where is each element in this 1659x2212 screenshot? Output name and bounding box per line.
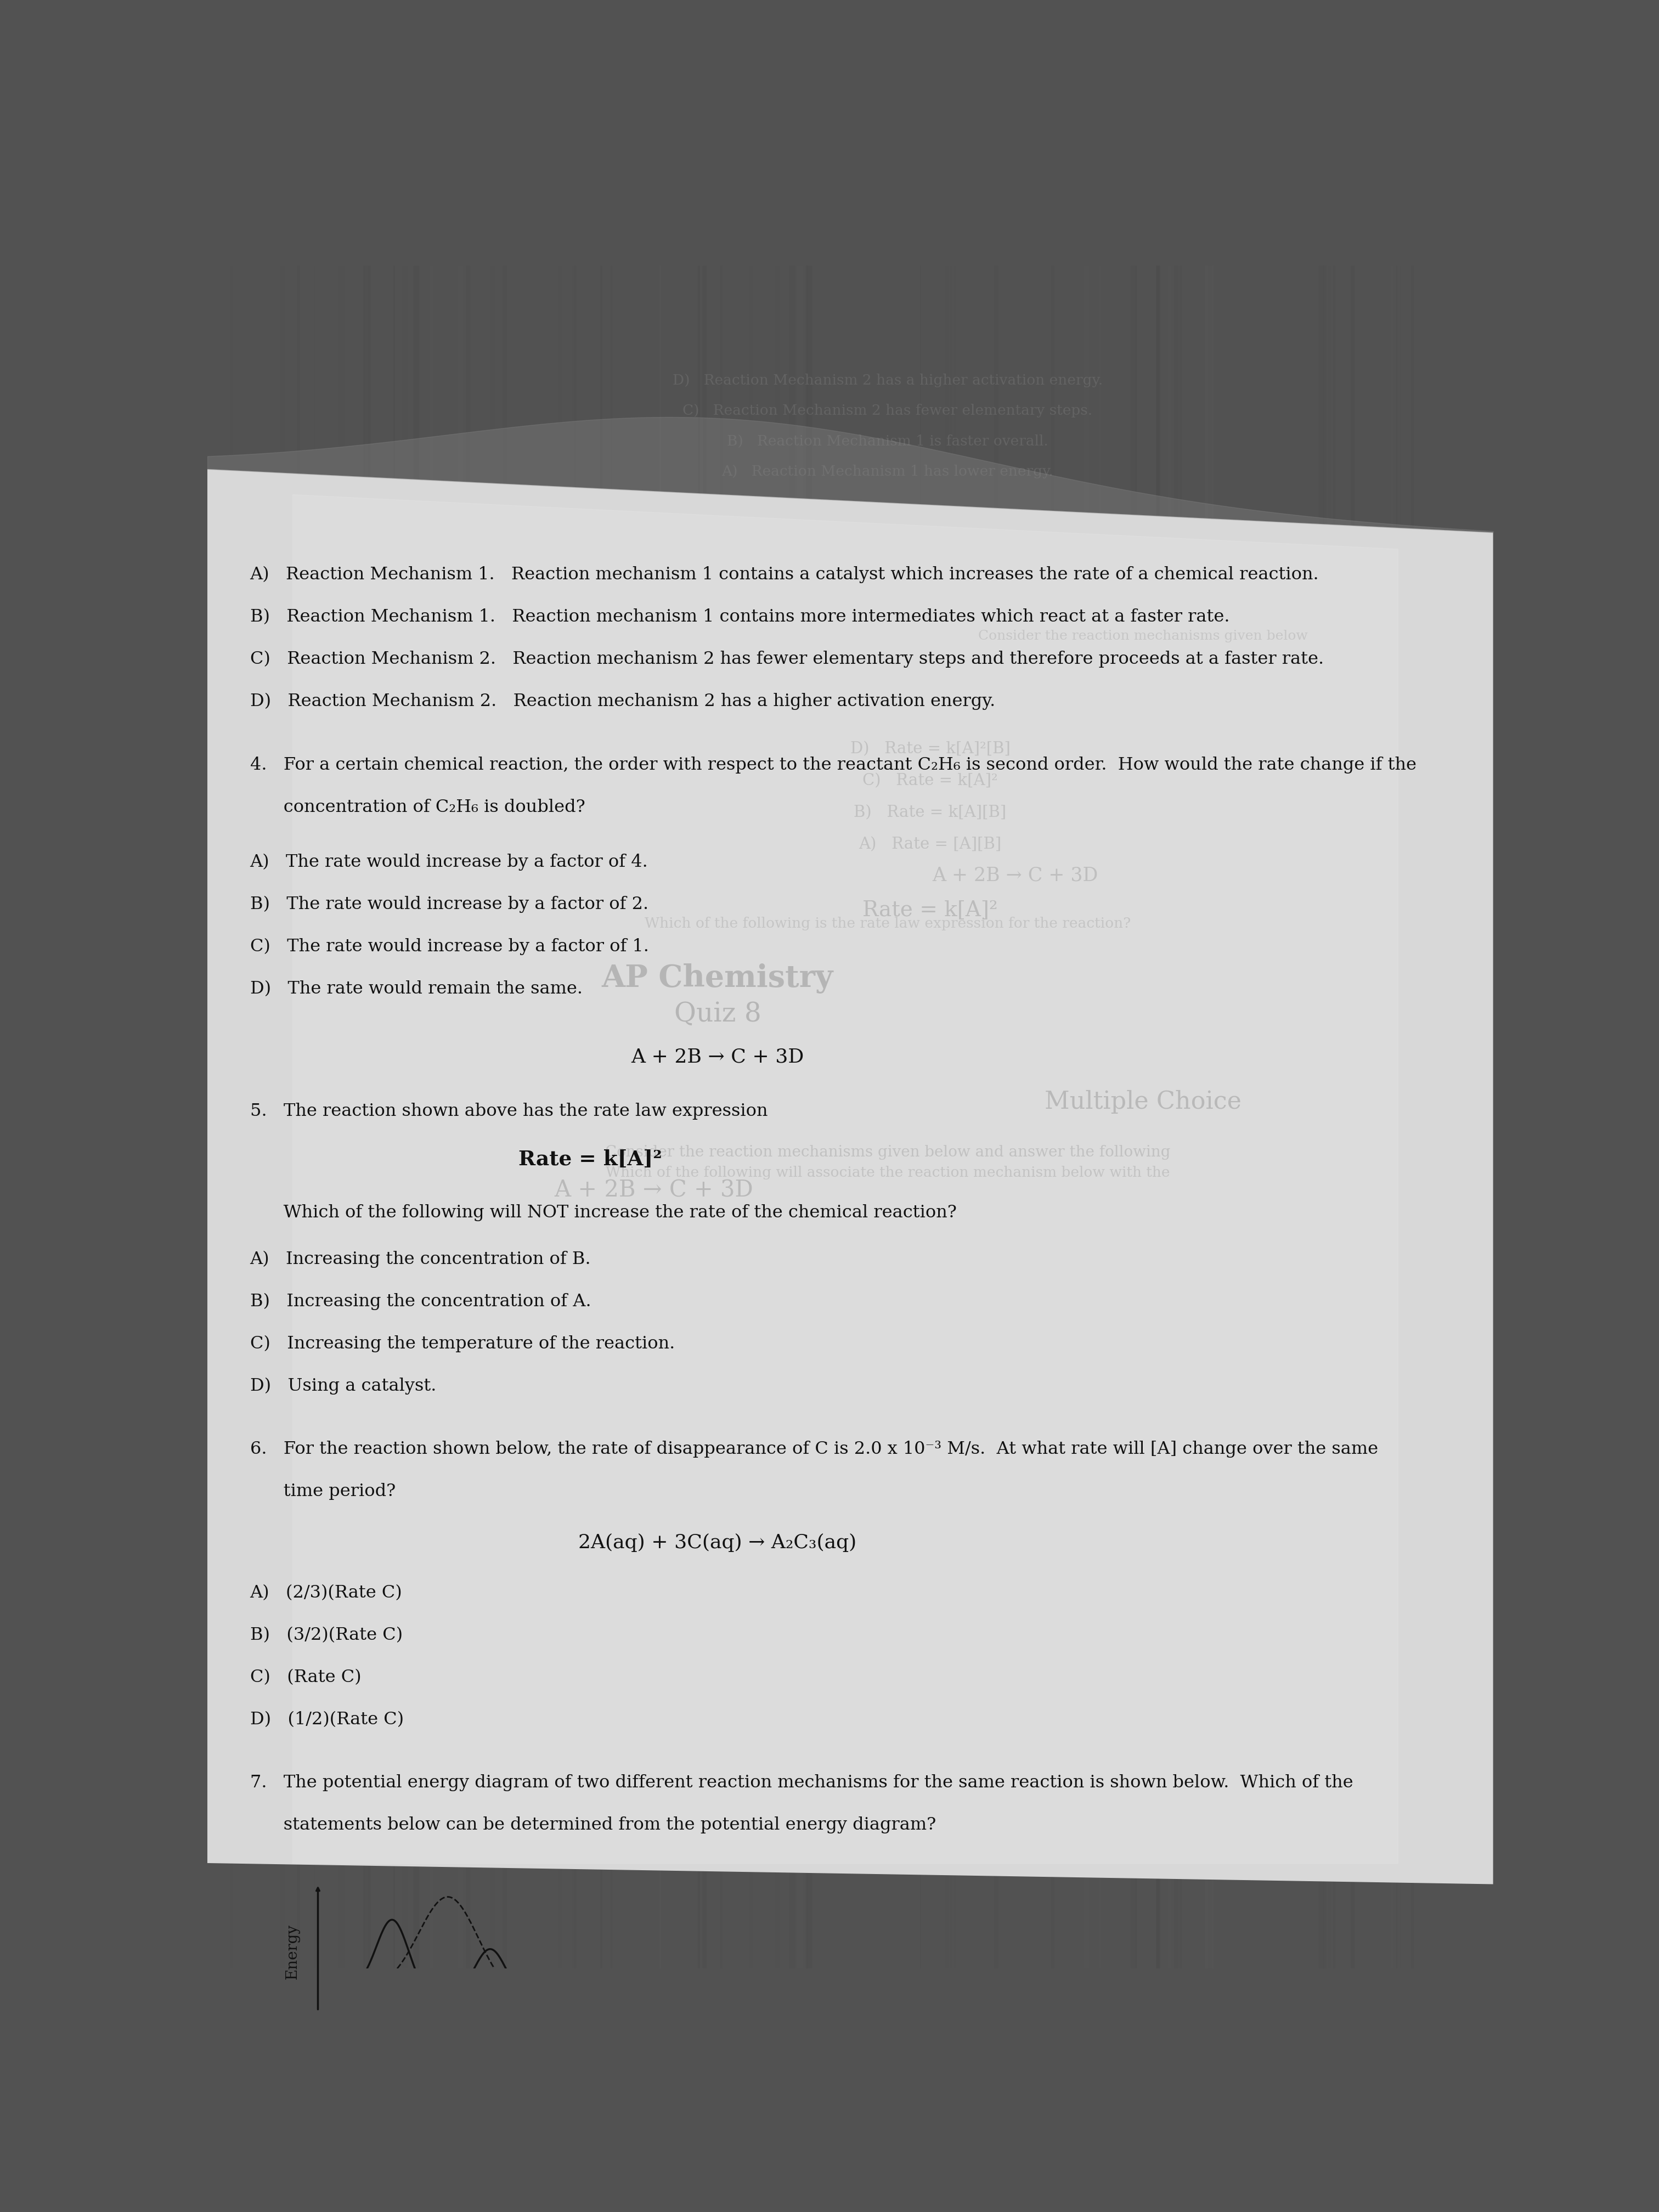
Text: D)   (1/2)(Rate C): D) (1/2)(Rate C)	[251, 1712, 403, 1728]
Text: C)   Increasing the temperature of the reaction.: C) Increasing the temperature of the rea…	[251, 1336, 675, 1352]
Text: D)   Reaction Mechanism 2.   Reaction mechanism 2 has a higher activation energy: D) Reaction Mechanism 2. Reaction mechan…	[251, 692, 995, 710]
Text: A)   Reaction Mechanism 1.   Reaction mechanism 1 contains a catalyst which incr: A) Reaction Mechanism 1. Reaction mechan…	[251, 566, 1319, 584]
Text: 4.   For a certain chemical reaction, the order with respect to the reactant C₂H: 4. For a certain chemical reaction, the …	[251, 757, 1417, 774]
Text: C)   Rate = k[A]²: C) Rate = k[A]²	[863, 774, 997, 787]
Text: Rate = k[A]²: Rate = k[A]²	[863, 900, 997, 920]
Text: Rate = k[A]²: Rate = k[A]²	[518, 1150, 662, 1170]
Text: B)   (3/2)(Rate C): B) (3/2)(Rate C)	[251, 1626, 403, 1644]
Text: 7.   The potential energy diagram of two different reaction mechanisms for the s: 7. The potential energy diagram of two d…	[251, 1774, 1354, 1792]
Text: Which of the following will NOT increase the rate of the chemical reaction?: Which of the following will NOT increase…	[251, 1203, 957, 1221]
Text: 2A(aq) + 3C(aq) → A₂C₃(aq): 2A(aq) + 3C(aq) → A₂C₃(aq)	[579, 1533, 856, 1553]
Text: time period?: time period?	[251, 1482, 395, 1500]
Text: A)   Rate = [A][B]: A) Rate = [A][B]	[859, 836, 1002, 852]
Text: B)   The rate would increase by a factor of 2.: B) The rate would increase by a factor o…	[251, 896, 649, 914]
Text: C)   Reaction Mechanism 2 has fewer elementary steps.: C) Reaction Mechanism 2 has fewer elemen…	[684, 405, 1093, 418]
Text: Which of the following will associate the reaction mechanism below with the: Which of the following will associate th…	[606, 1166, 1170, 1179]
Text: A)   Reaction Mechanism 1 has lower energy.: A) Reaction Mechanism 1 has lower energy…	[722, 465, 1053, 478]
Text: Multiple Choice: Multiple Choice	[1044, 1091, 1241, 1113]
Text: Consider the reaction mechanisms given below and answer the following: Consider the reaction mechanisms given b…	[606, 1146, 1170, 1159]
Text: D)   Rate = k[A]²[B]: D) Rate = k[A]²[B]	[849, 741, 1010, 757]
Text: concentration of C₂H₆ is doubled?: concentration of C₂H₆ is doubled?	[251, 799, 586, 816]
Text: D)   Reaction Mechanism 2 has a higher activation energy.: D) Reaction Mechanism 2 has a higher act…	[672, 374, 1103, 387]
Text: C)   The rate would increase by a factor of 1.: C) The rate would increase by a factor o…	[251, 938, 649, 956]
Text: B)   Reaction Mechanism 1.   Reaction mechanism 1 contains more intermediates wh: B) Reaction Mechanism 1. Reaction mechan…	[251, 608, 1229, 626]
Text: B)   Increasing the concentration of A.: B) Increasing the concentration of A.	[251, 1292, 591, 1310]
Text: B)   Reaction Mechanism 1 is faster overall.: B) Reaction Mechanism 1 is faster overal…	[727, 434, 1048, 449]
Text: AP Chemistry: AP Chemistry	[602, 962, 833, 993]
Text: B)   Rate = k[A][B]: B) Rate = k[A][B]	[854, 805, 1007, 821]
Text: A)   Increasing the concentration of B.: A) Increasing the concentration of B.	[251, 1250, 591, 1267]
Text: 6.   For the reaction shown below, the rate of disappearance of C is 2.0 x 10⁻³ : 6. For the reaction shown below, the rat…	[251, 1440, 1379, 1458]
Text: Quiz 8: Quiz 8	[674, 1002, 761, 1026]
Text: A)   The rate would increase by a factor of 4.: A) The rate would increase by a factor o…	[251, 854, 649, 872]
Text: A)   (2/3)(Rate C): A) (2/3)(Rate C)	[251, 1584, 401, 1601]
Text: A + 2B → C + 3D: A + 2B → C + 3D	[932, 867, 1098, 885]
Text: C)   (Rate C): C) (Rate C)	[251, 1668, 362, 1686]
Text: Which of the following is the rate law expression for the reaction?: Which of the following is the rate law e…	[645, 916, 1131, 931]
Text: statements below can be determined from the potential energy diagram?: statements below can be determined from …	[251, 1816, 936, 1834]
Text: Energy: Energy	[285, 1924, 300, 1980]
Text: A + 2B → C + 3D: A + 2B → C + 3D	[630, 1048, 805, 1066]
Text: 5.   The reaction shown above has the rate law expression: 5. The reaction shown above has the rate…	[251, 1104, 768, 1119]
Text: D)   The rate would remain the same.: D) The rate would remain the same.	[251, 980, 582, 998]
Text: D)   Using a catalyst.: D) Using a catalyst.	[251, 1378, 436, 1394]
Text: C)   Reaction Mechanism 2.   Reaction mechanism 2 has fewer elementary steps and: C) Reaction Mechanism 2. Reaction mechan…	[251, 650, 1324, 668]
Polygon shape	[207, 469, 1493, 1885]
Text: Consider the reaction mechanisms given below: Consider the reaction mechanisms given b…	[977, 630, 1307, 641]
Text: A + 2B → C + 3D: A + 2B → C + 3D	[554, 1179, 753, 1201]
